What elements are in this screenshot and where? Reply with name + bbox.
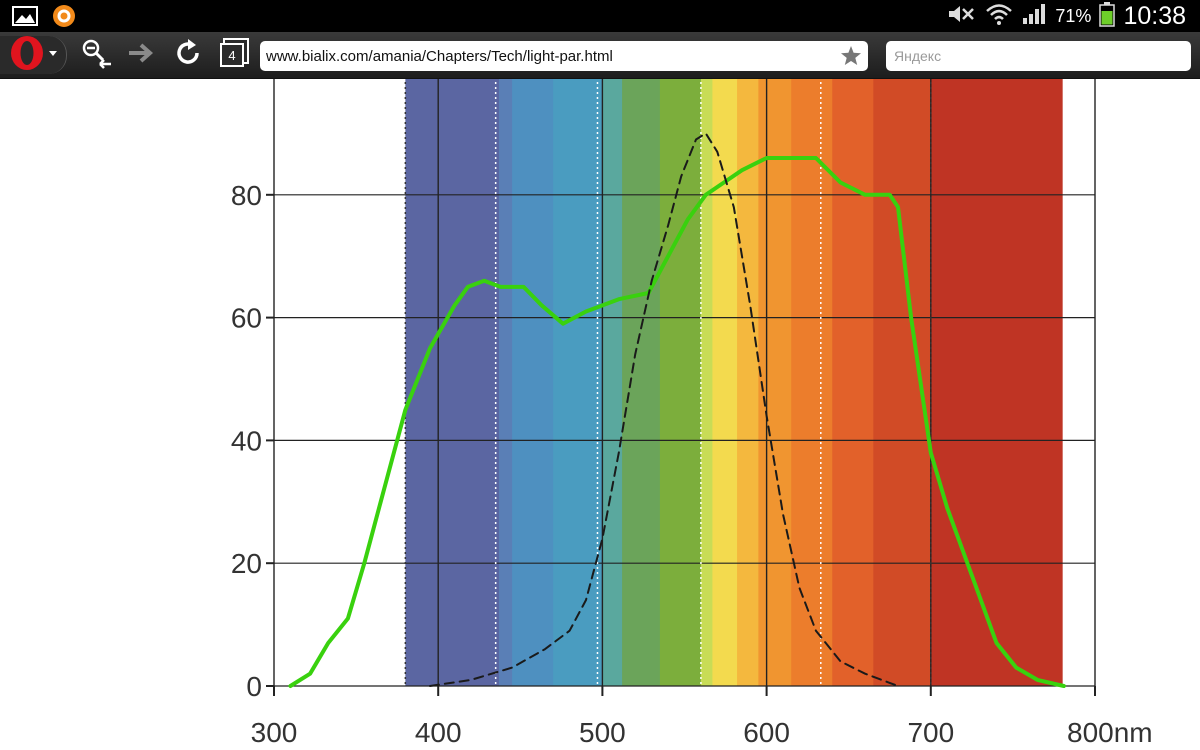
forward-button[interactable]	[122, 36, 162, 74]
bookmark-star-icon[interactable]	[840, 45, 862, 72]
x-tick-label: 300	[251, 717, 298, 748]
zoom-out-icon	[78, 36, 114, 75]
x-tick-label: 700	[907, 717, 954, 748]
gallery-icon	[12, 5, 38, 32]
spectrum-band	[553, 79, 603, 686]
url-field[interactable]: www.bialix.com/amania/Chapters/Tech/ligh…	[260, 41, 868, 71]
signal-icon	[1021, 2, 1047, 31]
y-tick-label: 80	[231, 180, 262, 211]
spectrum-band	[758, 79, 792, 686]
wifi-icon	[985, 2, 1013, 31]
chart-series	[288, 132, 1066, 688]
x-tick-label: 800nm	[1067, 717, 1153, 748]
search-input[interactable]	[886, 41, 1191, 71]
spectrum-band	[791, 79, 833, 686]
browser-toolbar: 4 www.bialix.com/amania/Chapters/Tech/li…	[0, 32, 1200, 79]
battery-icon	[1099, 1, 1116, 32]
spectrum-band	[512, 79, 554, 686]
opera-menu-button[interactable]	[0, 34, 67, 77]
x-tick-label: 500	[579, 717, 626, 748]
green-series-line	[288, 156, 1066, 688]
spectrum-band	[622, 79, 661, 686]
spectrum-band	[405, 79, 500, 686]
app-notification-icon	[52, 4, 76, 33]
spectrum-band	[700, 79, 713, 686]
y-tick-label: 60	[231, 303, 262, 334]
y-tick-label: 40	[231, 425, 262, 456]
chart-grid	[266, 79, 1096, 696]
spectrum-band	[602, 79, 623, 686]
y-tick-label: 0	[246, 671, 262, 702]
spectrum-band	[873, 79, 932, 686]
clock: 10:38	[1123, 1, 1186, 30]
spectrum-band	[498, 79, 513, 686]
opera-logo-icon	[7, 34, 59, 77]
x-tick-label: 400	[415, 717, 462, 748]
tabs-button[interactable]: 4	[214, 36, 250, 74]
tick-labels: 0 20 40 60 80 300 400 500 600 700 800nm	[231, 180, 1153, 748]
forward-icon	[126, 39, 158, 72]
reload-icon	[172, 37, 204, 74]
x-tick-label: 600	[743, 717, 790, 748]
tabs-icon: 4	[220, 43, 244, 67]
mute-icon	[947, 3, 977, 30]
tab-count: 4	[228, 47, 236, 63]
spectrum-band	[832, 79, 874, 686]
spectrum-bands	[405, 79, 1063, 686]
battery-percent: 71%	[1055, 5, 1092, 26]
status-bar: 71% 10:38	[0, 0, 1200, 32]
spectrum-band	[712, 79, 738, 686]
reload-button[interactable]	[168, 36, 208, 74]
zoom-out-button[interactable]	[76, 36, 116, 74]
y-tick-label: 20	[231, 548, 262, 579]
spectrum-band	[930, 79, 1063, 686]
dashed-series-line	[429, 132, 899, 687]
spectrum-band	[659, 79, 702, 686]
url-text: www.bialix.com/amania/Chapters/Tech/ligh…	[266, 47, 613, 65]
spectrum-band	[737, 79, 759, 686]
